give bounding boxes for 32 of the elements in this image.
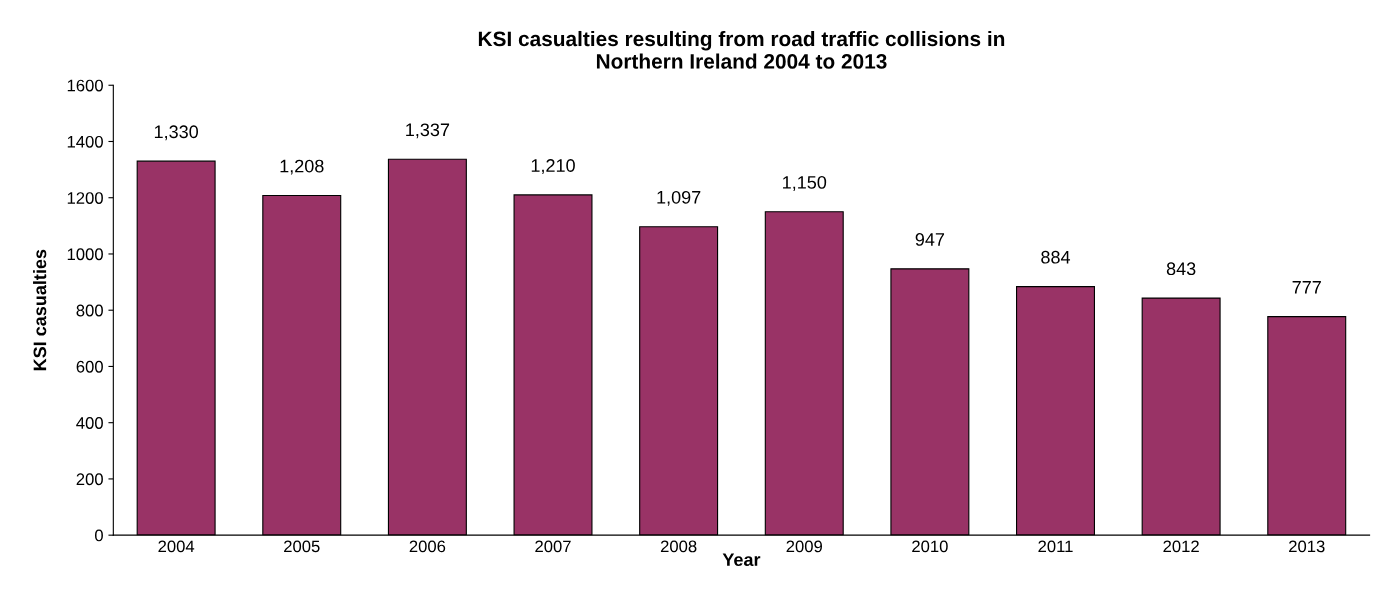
data-label: 1,337	[406, 123, 450, 139]
y-tick-label: 1200	[67, 192, 103, 204]
y-tick-label: 200	[76, 473, 103, 486]
data-label: 947	[915, 233, 945, 246]
x-tick-label: 2011	[1038, 540, 1073, 553]
y-tick-label: 0	[94, 529, 103, 542]
x-tick-label: 2006	[409, 540, 446, 553]
chart-title: KSI casualties resulting from road traffic collisions in Northern Ireland 2004 to 2013	[478, 30, 1005, 69]
x-tick-label: 2007	[535, 540, 571, 553]
data-label: 1,208	[280, 159, 324, 175]
y-tick-label: 800	[76, 304, 103, 317]
y-tick-label: 400	[76, 417, 103, 429]
data-label: 884	[1041, 250, 1071, 264]
y-tick-label: 600	[76, 360, 103, 373]
data-label: 777	[1292, 281, 1321, 294]
data-label: 1,097	[657, 190, 701, 206]
y-axis-title: KSI casualties	[33, 249, 47, 371]
x-tick-label: 2013	[1289, 540, 1325, 553]
data-label: 1,150	[783, 175, 827, 191]
data-label: 1,210	[531, 159, 575, 175]
y-tick-label: 1600	[67, 79, 103, 92]
y-tick-label: 1400	[67, 135, 103, 148]
x-tick-label: 2012	[1163, 540, 1199, 553]
x-tick-label: 2009	[786, 540, 823, 553]
data-label: 1,330	[154, 125, 199, 141]
x-tick-label: 2008	[660, 540, 697, 553]
x-tick-label: 2010	[912, 540, 948, 553]
y-tick-label: 1000	[67, 248, 103, 261]
x-tick-label: 2005	[284, 540, 320, 553]
x-axis-title: Year	[722, 553, 761, 567]
x-tick-label: 2004	[158, 540, 195, 553]
data-label: 843	[1166, 262, 1196, 276]
